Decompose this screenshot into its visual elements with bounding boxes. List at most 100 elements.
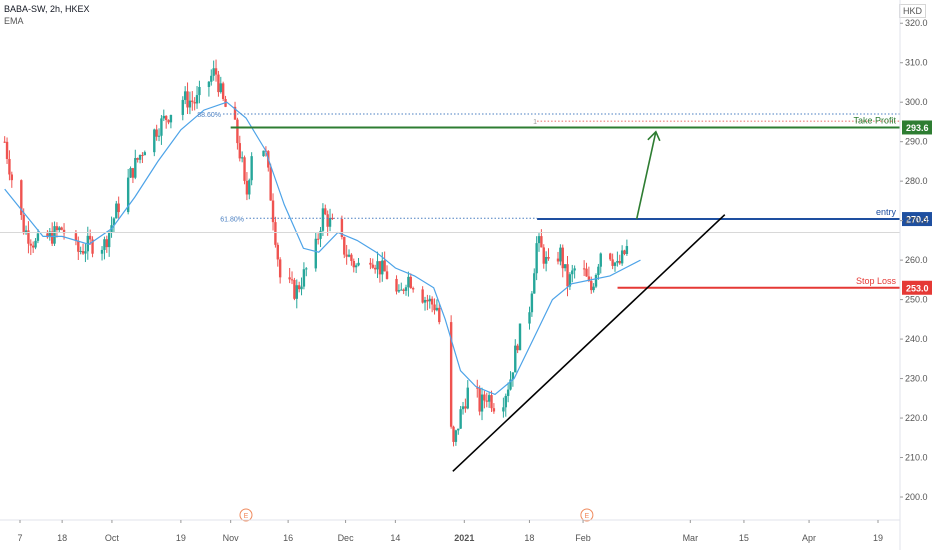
x-tick-label: 2021 — [454, 533, 474, 543]
candle-body — [509, 379, 512, 390]
candle-body — [409, 276, 412, 289]
candle-body — [3, 141, 6, 143]
candle-body — [421, 289, 424, 303]
candles-layer — [3, 59, 629, 447]
candle-body — [400, 289, 403, 291]
candle-body — [611, 259, 614, 266]
candle-body — [428, 298, 431, 302]
candle-body — [191, 100, 194, 103]
candle-body — [357, 262, 360, 266]
candle-body — [328, 217, 332, 227]
candle-body — [454, 430, 458, 442]
candle-body — [449, 322, 453, 427]
candle-body — [490, 395, 493, 409]
candle-body — [143, 152, 146, 156]
candle-body — [371, 264, 374, 268]
candle-body — [404, 287, 408, 291]
candle-body — [136, 158, 139, 160]
indicator-label: EMA — [4, 16, 24, 26]
candle-body — [516, 345, 519, 351]
candle-body — [492, 408, 496, 412]
y-tick-label: 200.0 — [905, 492, 928, 502]
levels-layer: 88.60% 61.80% 1 Take Profit 293.6 entry 270.4 S… — [0, 112, 932, 472]
candle-body — [618, 260, 621, 264]
candle-body — [167, 119, 170, 123]
candle-body — [117, 203, 120, 213]
candle-body — [518, 323, 522, 351]
x-tick-label: 18 — [524, 533, 534, 543]
candle-body — [461, 406, 465, 410]
candle-body — [58, 227, 61, 231]
currency-badge[interactable]: HKD — [898, 4, 926, 18]
ratio-marker-label: 1 — [533, 119, 537, 126]
projection-arrow-shaft — [635, 131, 657, 220]
candle-body — [141, 155, 144, 157]
earnings-marker-label: E — [244, 513, 249, 520]
candle-body — [345, 254, 348, 257]
candle-body — [153, 129, 156, 153]
candle-body — [466, 387, 469, 409]
candle-body — [50, 231, 54, 244]
candle-body — [290, 279, 294, 281]
candle-body — [485, 400, 488, 402]
fib-level-label: 88.60% — [197, 112, 221, 119]
candle-body — [107, 232, 111, 248]
ema-layer — [4, 101, 641, 396]
candle-body — [452, 426, 455, 442]
candle-body — [587, 276, 591, 281]
candle-body — [381, 260, 384, 275]
candle-body — [568, 274, 572, 287]
candle-body — [559, 247, 562, 262]
candle-body — [112, 218, 116, 226]
y-tick-label: 280.0 — [905, 176, 928, 186]
x-tick-label: Feb — [575, 533, 591, 543]
candle-body — [561, 247, 564, 269]
candle-body — [288, 277, 291, 280]
candle-body — [164, 115, 168, 120]
candle-body — [511, 372, 515, 380]
candle-body — [625, 246, 629, 254]
x-tick-label: Mar — [683, 533, 699, 543]
candle-body — [459, 409, 462, 429]
candle-body — [162, 115, 165, 119]
candle-body — [271, 200, 275, 223]
candle-body — [240, 157, 244, 159]
candle-body — [8, 158, 11, 175]
candle-body — [221, 83, 225, 100]
candle-body — [528, 312, 531, 324]
entry-label: entry — [876, 207, 897, 217]
y-tick-label: 210.0 — [905, 453, 928, 463]
candle-body — [385, 271, 389, 279]
chart-symbol: BABA-SW, 2h, HKEX — [4, 4, 90, 14]
x-tick-label: 19 — [873, 533, 883, 543]
candle-body — [217, 74, 220, 93]
take-profit-price-tag — [902, 120, 932, 135]
candle-body — [188, 100, 192, 108]
candle-body — [426, 299, 429, 302]
candle-body — [46, 233, 49, 238]
stop-loss-label: Stop Loss — [856, 276, 897, 286]
take-profit-price-value: 293.6 — [906, 123, 929, 133]
candle-body — [483, 394, 486, 401]
candle-body — [20, 180, 23, 216]
candle-body — [457, 428, 460, 431]
candle-body — [236, 119, 239, 144]
candle-body — [547, 257, 550, 259]
candle-body — [343, 236, 346, 255]
candle-body — [48, 231, 52, 238]
y-tick-label: 230.0 — [905, 374, 928, 384]
candle-body — [340, 219, 344, 237]
candle-body — [115, 203, 118, 219]
x-tick-label: Apr — [802, 533, 816, 543]
candle-body — [316, 238, 320, 240]
candle-body — [571, 270, 574, 275]
candle-body — [100, 249, 104, 254]
ema-line — [4, 101, 641, 396]
candle-body — [103, 239, 106, 250]
candle-body — [476, 387, 479, 389]
candle-body — [464, 406, 467, 409]
candle-body — [369, 262, 372, 265]
x-tick-label: 19 — [176, 533, 186, 543]
